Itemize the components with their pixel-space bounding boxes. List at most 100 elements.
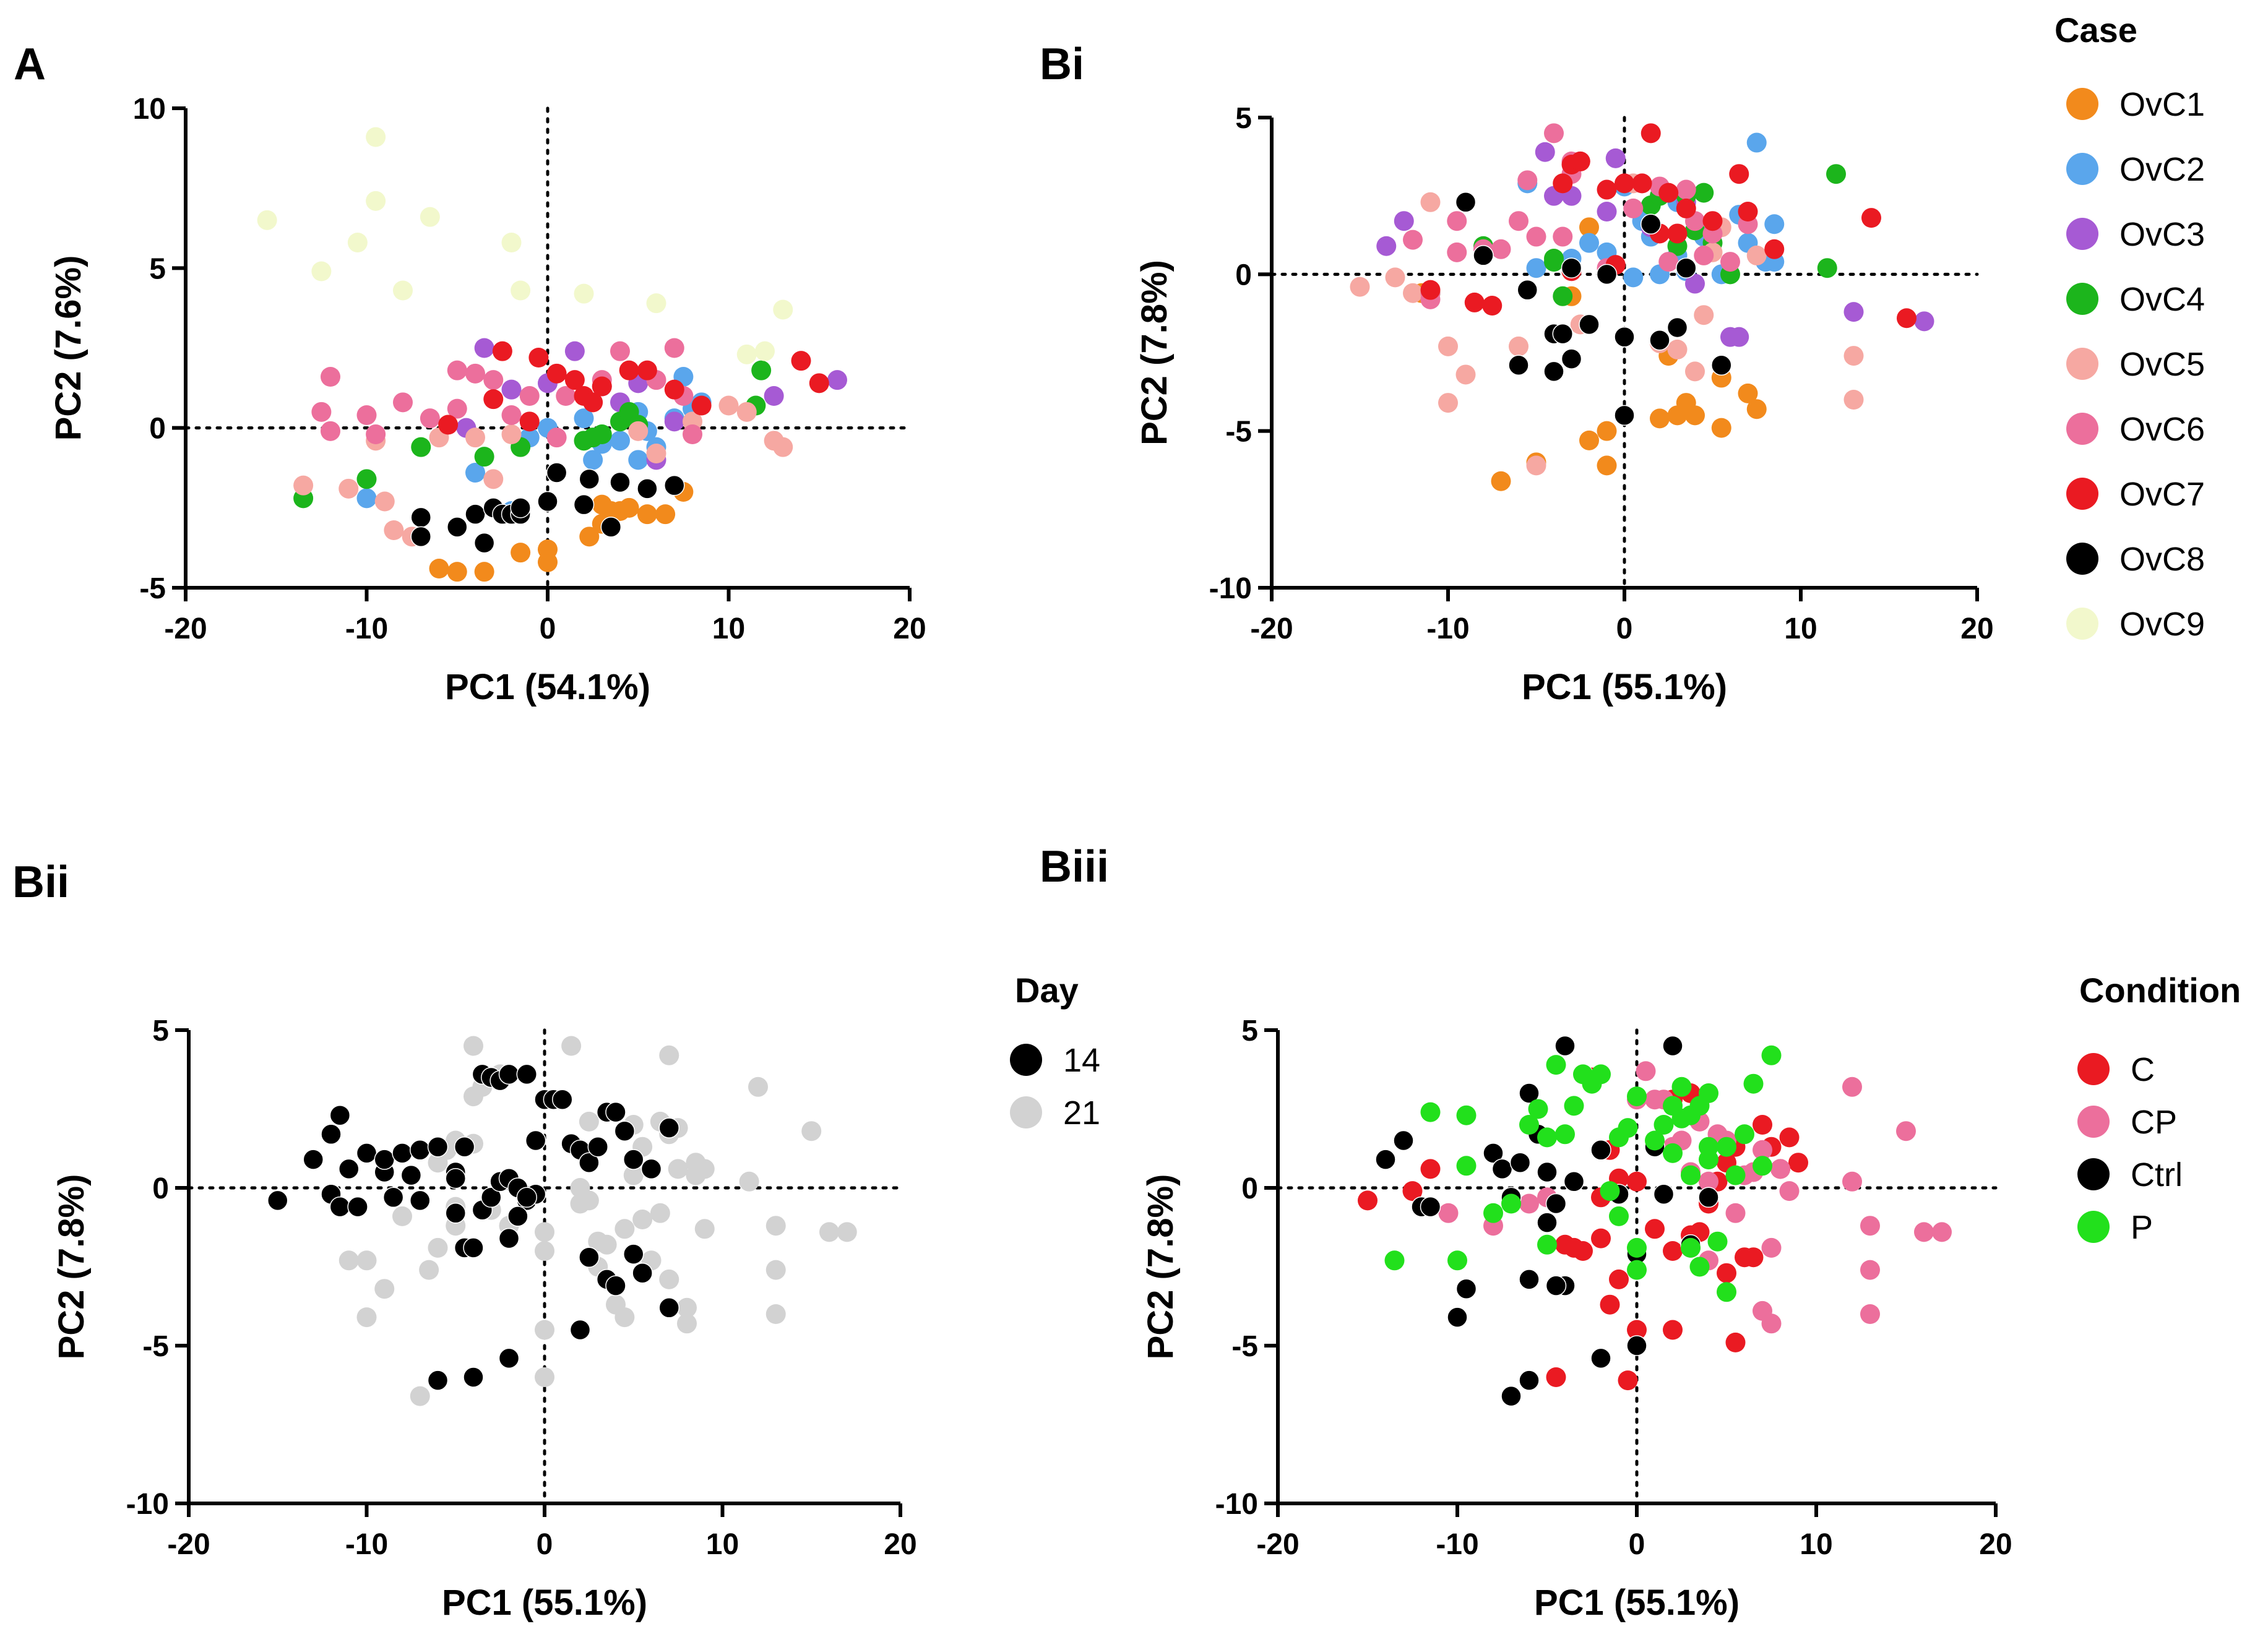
chart-bi-point-ovc5 <box>1385 267 1405 288</box>
chart-bii-point-21 <box>535 1241 554 1261</box>
legend-case-marker-ovc5 <box>2066 348 2098 380</box>
chart-a-point-ovc6 <box>556 386 576 406</box>
chart-a-point-ovc8 <box>573 494 595 515</box>
chart-bi-x-tick-label: 20 <box>1960 612 1993 645</box>
chart-bi-point-ovc3 <box>1685 273 1705 294</box>
plot-biii: -20 -10 0 10 20 -10 -5 0 5 PC1 (55.1%) PC2 (7.8%) <box>1140 1015 2012 1623</box>
chart-bii-point-14 <box>658 1297 679 1318</box>
chart-biii-point-p <box>1627 1086 1647 1107</box>
chart-bi-point-ovc3 <box>1394 211 1414 231</box>
chart-a-y-tick-label: -5 <box>139 572 166 605</box>
legend-day-label-14: 14 <box>1063 1042 1100 1079</box>
chart-a-point-ovc3 <box>664 411 684 432</box>
chart-a-point-ovc7 <box>691 395 712 416</box>
chart-biii-point-p <box>1528 1099 1548 1119</box>
legend-condition: Condition C CP Ctrl P <box>2077 971 2241 1246</box>
chart-a-point-ovc6 <box>683 424 702 444</box>
chart-bi-point-ovc7 <box>1658 183 1679 203</box>
chart-a-point-ovc7 <box>438 415 459 435</box>
chart-a-point-ovc9 <box>511 280 531 301</box>
legend-case-label-ovc9: OvC9 <box>2119 606 2205 643</box>
chart-biii-point-cp <box>1761 1313 1782 1334</box>
chart-bii-point-14 <box>321 1124 342 1145</box>
chart-bii-y-tick-label: 0 <box>152 1172 169 1205</box>
chart-biii-point-p <box>1456 1105 1477 1125</box>
chart-bi-point-ovc1 <box>1597 421 1617 441</box>
chart-a-point-ovc9 <box>773 299 793 320</box>
chart-a-point-ovc7 <box>592 376 612 397</box>
chart-biii-point-cp <box>1914 1222 1934 1242</box>
chart-biii-point-p <box>1591 1064 1611 1085</box>
chart-bii-point-21 <box>650 1203 670 1223</box>
chart-bi-point-ovc6 <box>1526 226 1546 247</box>
chart-biii-point-cp <box>1438 1203 1459 1223</box>
legend-case-label-ovc8: OvC8 <box>2119 541 2205 578</box>
chart-biii-point-ctrl <box>1519 1083 1540 1104</box>
chart-a-point-ovc9 <box>393 280 413 301</box>
chart-biii-y-tick-label: 0 <box>1241 1172 1258 1205</box>
chart-a-point-ovc8 <box>537 491 558 512</box>
chart-a-point-ovc9 <box>574 283 594 304</box>
chart-biii-point-c <box>1618 1370 1638 1391</box>
chart-bii-point-21 <box>535 1320 554 1340</box>
chart-bii-point-21 <box>428 1237 448 1258</box>
chart-bii-point-14 <box>640 1158 662 1180</box>
legend-condition-label-cp: CP <box>2131 1104 2177 1141</box>
chart-biii-point-c <box>1609 1269 1629 1289</box>
chart-biii-point-ctrl <box>1653 1184 1675 1205</box>
chart-bii-point-14 <box>338 1158 360 1180</box>
chart-a-point-ovc9 <box>257 210 277 230</box>
chart-a-point-ovc5 <box>773 437 793 457</box>
chart-biii-point-c <box>1788 1153 1808 1173</box>
chart-biii-point-ctrl <box>1698 1187 1719 1208</box>
chart-bii-point-14 <box>552 1089 573 1110</box>
chart-biii-point-p <box>1645 1130 1665 1151</box>
chart-bi-y-tick-label: -10 <box>1209 572 1252 605</box>
chart-biii-point-cp <box>1860 1216 1880 1236</box>
chart-bi-point-ovc3 <box>1605 148 1626 168</box>
chart-bii-point-21 <box>659 1269 679 1289</box>
chart-biii-point-cp <box>1860 1304 1880 1324</box>
chart-biii-point-c <box>1645 1219 1665 1239</box>
legend-condition-label-ctrl: Ctrl <box>2131 1156 2183 1193</box>
chart-biii-point-ctrl <box>1519 1269 1540 1290</box>
chart-bi-point-ovc7 <box>1464 292 1485 312</box>
chart-a-point-ovc7 <box>637 360 657 380</box>
chart-bii-point-21 <box>338 1250 359 1271</box>
chart-bii-point-14 <box>454 1136 475 1158</box>
chart-bi-point-ovc5 <box>1694 305 1714 325</box>
legend-case-marker-ovc4 <box>2066 283 2098 315</box>
chart-a-point-ovc3 <box>764 386 784 406</box>
chart-bi-point-ovc5 <box>1350 277 1370 297</box>
chart-biii-point-p <box>1743 1073 1764 1094</box>
chart-bii-y-tick-label: 5 <box>152 1015 169 1047</box>
chart-a-point-ovc7 <box>546 363 567 384</box>
chart-a-point-ovc2 <box>574 408 594 429</box>
chart-a-point-ovc2 <box>610 431 630 451</box>
chart-bi-point-ovc3 <box>1597 202 1617 221</box>
chart-bii-point-14 <box>329 1104 351 1126</box>
legend-case-label-ovc2: OvC2 <box>2119 151 2205 188</box>
chart-a-point-ovc8 <box>579 468 600 490</box>
chart-bi-point-ovc8 <box>1561 348 1582 369</box>
chart-bii-point-14 <box>347 1196 368 1218</box>
plot-bi: -20 -10 0 10 20 -10 -5 0 5 PC1 (55.1%) PC2 (7.8%) <box>1134 102 1994 707</box>
chart-bii-point-21 <box>535 1367 554 1387</box>
chart-biii-y-tick-label: 5 <box>1241 1015 1258 1047</box>
chart-biii-point-p <box>1699 1137 1718 1157</box>
chart-biii-point-p <box>1761 1045 1782 1065</box>
chart-biii-point-cp <box>1761 1237 1782 1258</box>
chart-a-point-ovc4 <box>474 447 494 467</box>
chart-a-point-ovc7 <box>619 360 639 380</box>
chart-bi-point-ovc7 <box>1861 208 1881 228</box>
chart-bii-point-14 <box>400 1164 422 1186</box>
chart-biii-point-cp <box>1753 1140 1772 1160</box>
legend-case-label-ovc1: OvC1 <box>2119 86 2205 123</box>
chart-bi-point-ovc3 <box>1535 142 1555 162</box>
chart-bii-point-14 <box>427 1370 449 1391</box>
chart-biii-point-p <box>1600 1181 1620 1201</box>
chart-bii-point-14 <box>614 1120 636 1141</box>
chart-a-point-ovc8 <box>410 526 431 548</box>
chart-a-point-ovc9 <box>420 207 440 227</box>
chart-a-point-ovc7 <box>809 373 829 393</box>
